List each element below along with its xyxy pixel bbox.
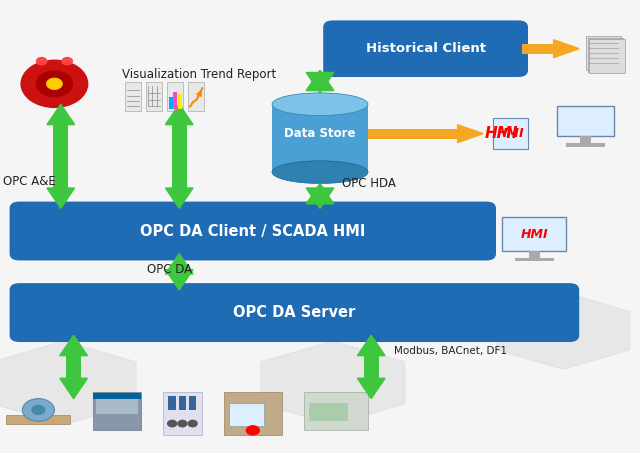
Bar: [163, 392, 202, 435]
FancyBboxPatch shape: [368, 129, 458, 139]
Bar: [566, 143, 605, 147]
Polygon shape: [165, 104, 193, 125]
FancyBboxPatch shape: [586, 36, 621, 70]
Bar: [93, 393, 141, 399]
Text: Modbus, BACnet, DF1: Modbus, BACnet, DF1: [394, 346, 507, 356]
Bar: [178, 94, 182, 109]
Polygon shape: [306, 188, 334, 208]
FancyBboxPatch shape: [10, 283, 579, 342]
FancyBboxPatch shape: [167, 82, 183, 111]
Text: OPC A&E: OPC A&E: [3, 175, 56, 188]
Ellipse shape: [272, 93, 368, 116]
Text: Historical Client: Historical Client: [365, 42, 486, 55]
FancyBboxPatch shape: [323, 20, 528, 77]
Text: OPC DA Server: OPC DA Server: [233, 305, 356, 320]
Text: Visualization Trend Report: Visualization Trend Report: [122, 68, 276, 81]
Bar: [6, 415, 70, 424]
Text: OPC DA Client / SCADA HMI: OPC DA Client / SCADA HMI: [140, 223, 365, 239]
Polygon shape: [458, 125, 483, 143]
Text: OPC HDA: OPC HDA: [342, 177, 396, 190]
Polygon shape: [357, 378, 385, 399]
FancyBboxPatch shape: [589, 39, 625, 73]
Bar: [173, 92, 177, 109]
Bar: [272, 104, 368, 172]
Circle shape: [32, 405, 45, 414]
FancyBboxPatch shape: [10, 202, 496, 260]
FancyBboxPatch shape: [188, 82, 204, 111]
Polygon shape: [60, 335, 88, 356]
Polygon shape: [47, 188, 75, 208]
Bar: [179, 396, 186, 410]
FancyBboxPatch shape: [364, 356, 379, 378]
Bar: [224, 392, 282, 435]
FancyBboxPatch shape: [493, 118, 528, 149]
FancyBboxPatch shape: [53, 125, 68, 188]
Circle shape: [36, 71, 72, 96]
Circle shape: [168, 420, 177, 427]
Bar: [309, 403, 348, 421]
FancyBboxPatch shape: [125, 82, 141, 111]
FancyBboxPatch shape: [588, 38, 623, 72]
FancyBboxPatch shape: [557, 106, 614, 136]
Circle shape: [178, 420, 187, 427]
Polygon shape: [0, 341, 136, 424]
Text: HMI: HMI: [484, 126, 518, 141]
Circle shape: [246, 426, 259, 435]
FancyBboxPatch shape: [146, 82, 162, 111]
Bar: [529, 251, 540, 260]
FancyBboxPatch shape: [172, 270, 187, 274]
Polygon shape: [165, 270, 193, 290]
Circle shape: [22, 399, 54, 421]
Text: Data Store: Data Store: [284, 127, 356, 140]
Polygon shape: [165, 254, 193, 274]
Bar: [169, 97, 173, 109]
Bar: [580, 136, 591, 144]
Polygon shape: [497, 292, 630, 369]
Polygon shape: [306, 72, 334, 93]
Polygon shape: [47, 104, 75, 125]
FancyBboxPatch shape: [172, 125, 187, 188]
Polygon shape: [306, 70, 334, 91]
Bar: [96, 396, 138, 414]
Ellipse shape: [272, 93, 368, 116]
Polygon shape: [60, 378, 88, 399]
Circle shape: [47, 78, 62, 89]
Bar: [229, 403, 264, 426]
Text: OPC DA: OPC DA: [147, 263, 192, 276]
Circle shape: [36, 58, 47, 65]
Bar: [168, 396, 176, 410]
Polygon shape: [357, 335, 385, 356]
Polygon shape: [306, 183, 334, 204]
Bar: [93, 392, 141, 430]
Circle shape: [21, 60, 88, 107]
FancyBboxPatch shape: [522, 43, 554, 53]
Polygon shape: [554, 40, 579, 58]
Circle shape: [188, 420, 197, 427]
Bar: [515, 258, 554, 261]
FancyBboxPatch shape: [312, 72, 328, 91]
Polygon shape: [165, 188, 193, 208]
Circle shape: [62, 58, 72, 65]
Text: HMI: HMI: [497, 127, 524, 140]
Bar: [189, 396, 196, 410]
FancyBboxPatch shape: [502, 217, 566, 251]
Polygon shape: [260, 341, 405, 424]
FancyBboxPatch shape: [66, 356, 81, 378]
Bar: [304, 392, 368, 430]
Text: HMI: HMI: [520, 228, 548, 241]
Ellipse shape: [272, 161, 368, 183]
FancyBboxPatch shape: [312, 188, 328, 204]
